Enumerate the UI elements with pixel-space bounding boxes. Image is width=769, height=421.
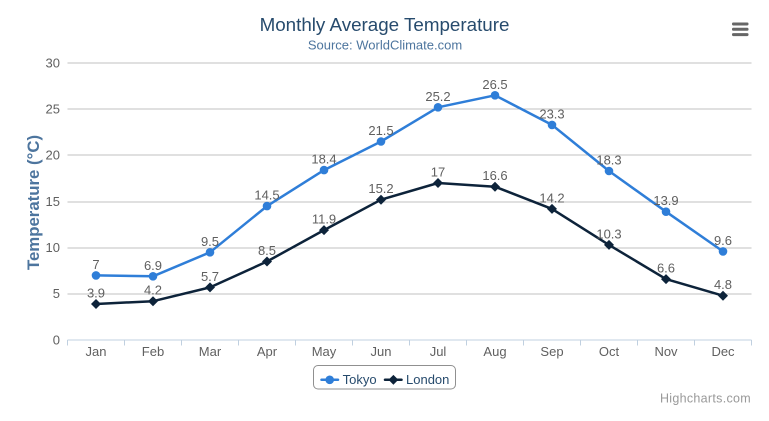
svg-text:18.4: 18.4 xyxy=(311,152,336,167)
svg-text:10: 10 xyxy=(46,240,60,255)
svg-text:6.6: 6.6 xyxy=(657,261,675,276)
svg-text:0: 0 xyxy=(53,332,60,347)
svg-text:25.2: 25.2 xyxy=(425,89,450,104)
svg-text:Apr: Apr xyxy=(257,344,278,359)
svg-text:17: 17 xyxy=(431,165,445,180)
svg-text:18.3: 18.3 xyxy=(596,153,621,168)
svg-text:16.6: 16.6 xyxy=(482,168,507,183)
svg-text:7: 7 xyxy=(92,257,99,272)
svg-text:5.7: 5.7 xyxy=(201,269,219,284)
svg-text:14.2: 14.2 xyxy=(539,190,564,205)
svg-text:Source: WorldClimate.com: Source: WorldClimate.com xyxy=(308,37,462,52)
svg-text:Feb: Feb xyxy=(142,344,164,359)
svg-text:13.9: 13.9 xyxy=(653,193,678,208)
svg-text:6.9: 6.9 xyxy=(144,258,162,273)
svg-text:May: May xyxy=(312,344,337,359)
svg-text:London: London xyxy=(406,372,449,387)
svg-text:Jul: Jul xyxy=(430,344,447,359)
svg-text:8.5: 8.5 xyxy=(258,243,276,258)
svg-text:Mar: Mar xyxy=(199,344,222,359)
svg-text:9.5: 9.5 xyxy=(201,234,219,249)
svg-text:21.5: 21.5 xyxy=(368,123,393,138)
svg-text:9.6: 9.6 xyxy=(714,233,732,248)
svg-text:11.9: 11.9 xyxy=(312,212,336,227)
svg-text:23.3: 23.3 xyxy=(539,106,564,121)
svg-text:Tokyo: Tokyo xyxy=(343,372,377,387)
svg-text:20: 20 xyxy=(46,148,60,163)
svg-text:14.5: 14.5 xyxy=(254,188,279,203)
svg-text:4.2: 4.2 xyxy=(144,283,162,298)
svg-text:3.9: 3.9 xyxy=(87,286,105,301)
svg-text:Aug: Aug xyxy=(483,344,506,359)
svg-text:Jan: Jan xyxy=(86,344,107,359)
svg-text:30: 30 xyxy=(46,55,60,70)
svg-text:15: 15 xyxy=(46,194,60,209)
svg-text:Jun: Jun xyxy=(371,344,392,359)
svg-text:25: 25 xyxy=(46,102,60,117)
svg-text:4.8: 4.8 xyxy=(714,277,732,292)
svg-text:26.5: 26.5 xyxy=(482,77,507,92)
svg-text:5: 5 xyxy=(53,286,60,301)
svg-text:Monthly Average Temperature: Monthly Average Temperature xyxy=(260,14,510,35)
svg-text:Temperature (°C): Temperature (°C) xyxy=(24,135,43,270)
svg-text:15.2: 15.2 xyxy=(368,181,393,196)
svg-text:10.3: 10.3 xyxy=(596,226,621,241)
svg-text:Dec: Dec xyxy=(711,344,735,359)
svg-text:Highcharts.com: Highcharts.com xyxy=(660,392,751,406)
svg-text:Sep: Sep xyxy=(540,344,563,359)
svg-text:Nov: Nov xyxy=(654,344,678,359)
svg-text:Oct: Oct xyxy=(599,344,620,359)
